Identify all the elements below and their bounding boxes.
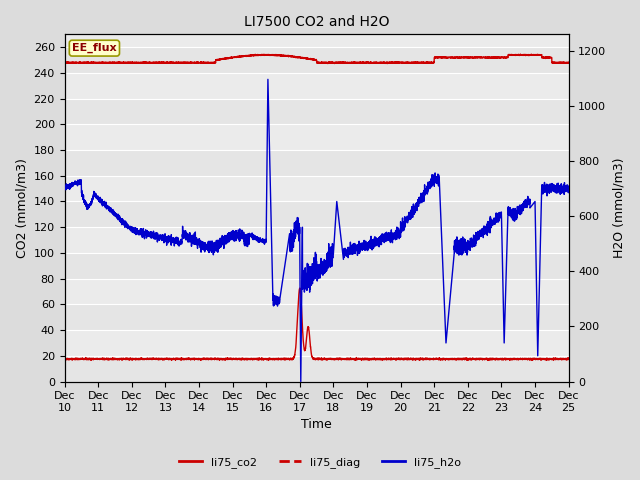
Y-axis label: CO2 (mmol/m3): CO2 (mmol/m3) [15,158,28,258]
Bar [65,356,568,382]
Title: LI7500 CO2 and H2O: LI7500 CO2 and H2O [244,15,389,29]
Bar [65,47,568,73]
Text: EE_flux: EE_flux [72,43,116,53]
Bar [65,304,568,330]
Bar [65,150,568,176]
Bar [65,98,568,124]
Bar [65,202,568,227]
X-axis label: Time: Time [301,419,332,432]
Y-axis label: H2O (mmol/m3): H2O (mmol/m3) [612,157,625,258]
Legend: li75_co2, li75_diag, li75_h2o: li75_co2, li75_diag, li75_h2o [175,452,465,472]
Bar [65,253,568,279]
